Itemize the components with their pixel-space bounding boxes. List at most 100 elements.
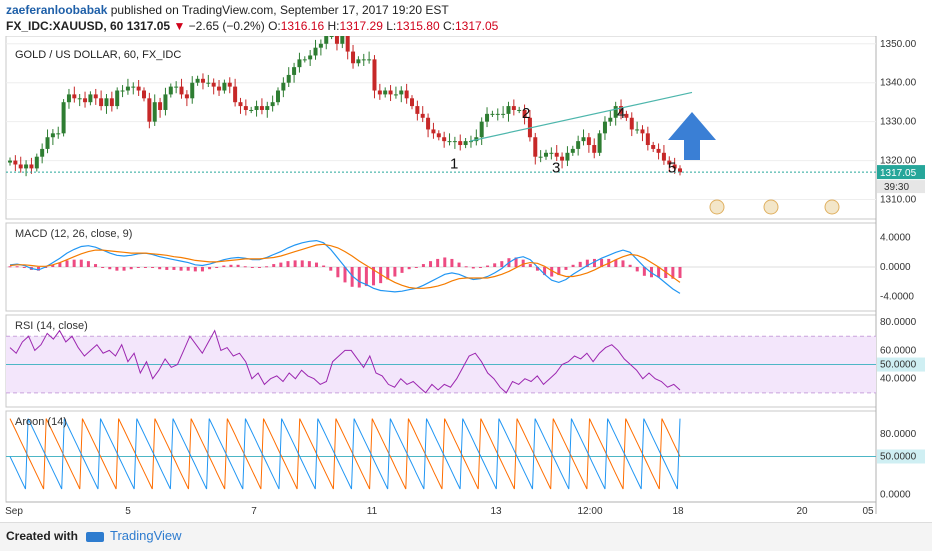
macd-hist-bar xyxy=(357,267,361,288)
rsi-tick-label: 50.0000 xyxy=(880,360,917,371)
macd-hist-bar xyxy=(108,267,112,270)
macd-hist-bar xyxy=(486,265,490,267)
candle-body xyxy=(243,106,248,110)
candle-body xyxy=(104,98,109,107)
macd-hist-bar xyxy=(314,262,318,267)
rsi-tick-label: 40.0000 xyxy=(880,374,917,385)
macd-hist-bar xyxy=(550,267,554,277)
macd-hist-bar xyxy=(585,259,589,267)
macd-hist-bar xyxy=(193,267,197,272)
macd-hist-bar xyxy=(122,267,126,271)
candle-body xyxy=(495,113,500,115)
chart-area[interactable]: Sep 5 7 11 13 12:00 18 20 051350.001340.001330.0… xyxy=(0,36,932,522)
aroon-down-line xyxy=(9,418,681,490)
candle-body xyxy=(619,106,624,114)
candle-body xyxy=(206,82,211,84)
rsi-line xyxy=(9,329,681,394)
candle-body xyxy=(592,145,597,153)
candle-body xyxy=(613,106,618,118)
candle-body xyxy=(452,141,457,143)
macd-hist-bar xyxy=(407,267,411,270)
close-label: C: xyxy=(442,19,455,33)
wave-label: 3 xyxy=(552,159,560,176)
macd-hist-bar xyxy=(635,267,639,272)
candle-body xyxy=(45,137,50,149)
macd-hist-bar xyxy=(350,267,354,287)
macd-hist-bar xyxy=(257,267,261,268)
macd-hist-bar xyxy=(514,257,518,267)
candle-body xyxy=(517,109,522,111)
macd-hist-bar xyxy=(571,264,575,267)
ohlc-line: FX_IDC:XAUUSD, 60 1317.05 ▼ −2.65 (−0.2%… xyxy=(6,18,866,34)
candle-body xyxy=(667,160,672,165)
candle-body xyxy=(661,152,666,161)
signal-line xyxy=(9,243,681,289)
candle-body xyxy=(286,74,291,83)
macd-hist-bar xyxy=(528,264,532,267)
candle-body xyxy=(308,55,313,60)
wave-label: 2 xyxy=(522,105,530,122)
candle-body xyxy=(318,43,323,48)
candle-body xyxy=(29,164,34,169)
candle-body xyxy=(340,36,345,44)
candle-body xyxy=(227,82,232,87)
macd-hist-bar xyxy=(208,267,212,270)
macd-hist-bar xyxy=(51,264,55,267)
candle-body xyxy=(200,78,205,83)
macd-hist-bar xyxy=(8,266,12,268)
macd-hist-bar xyxy=(436,258,440,267)
chart-header: zaeferanloobabak published on TradingVie… xyxy=(6,2,866,34)
candle-body xyxy=(570,148,575,153)
candle-body xyxy=(511,106,516,110)
rsi-tick-label: 60.0000 xyxy=(880,345,917,356)
macd-hist-bar xyxy=(443,257,447,267)
macd-hist-bar xyxy=(65,260,69,267)
candle-body xyxy=(163,94,168,110)
candle-body xyxy=(66,94,71,103)
macd-hist-bar xyxy=(386,267,390,280)
countdown-tag xyxy=(877,180,925,194)
publish-line: zaeferanloobabak published on TradingVie… xyxy=(6,2,866,18)
candle-body xyxy=(292,67,297,75)
candle-body xyxy=(125,86,130,91)
tradingview-logo[interactable]: TradingView xyxy=(86,528,182,543)
y-tick-label: 1330.00 xyxy=(880,117,917,128)
candle-body xyxy=(13,160,18,165)
candle-body xyxy=(388,90,393,95)
macd-hist-bar xyxy=(179,267,183,271)
candle-body xyxy=(179,86,184,95)
created-with-text: Created with xyxy=(6,529,79,543)
aroon-up-line xyxy=(9,418,681,490)
open-label: O: xyxy=(268,19,281,33)
candle-body xyxy=(442,137,447,142)
candle-body xyxy=(72,94,77,99)
candle-body xyxy=(136,86,141,91)
price-change: −2.65 (−0.2%) xyxy=(188,19,265,33)
author-link[interactable]: zaeferanloobabak xyxy=(6,3,108,17)
candle-body xyxy=(399,90,404,95)
macd-hist-bar xyxy=(600,258,604,267)
candle-body xyxy=(645,133,650,146)
macd-hist-bar xyxy=(322,265,326,267)
event-flag-icon xyxy=(763,199,779,215)
candle-body xyxy=(152,102,157,122)
candle-body xyxy=(120,90,125,92)
candle-body xyxy=(468,141,473,143)
macd-hist-bar xyxy=(364,267,368,287)
macd-tick-label: 0.0000 xyxy=(880,262,911,273)
candle-body xyxy=(24,164,29,169)
rsi-label: RSI (14, close) xyxy=(15,320,88,332)
macd-hist-bar xyxy=(557,267,561,276)
aroon-label: Aroon (14) xyxy=(15,416,67,428)
aroon-tick-label: 80.0000 xyxy=(880,429,917,440)
macd-hist-bar xyxy=(115,267,119,271)
macd-hist-bar xyxy=(336,267,340,278)
candle-body xyxy=(420,113,425,118)
event-flag-icon xyxy=(709,199,725,215)
macd-tick-label: -4.0000 xyxy=(880,291,914,302)
macd-tick-label: 4.0000 xyxy=(880,233,911,244)
candle-body xyxy=(490,113,495,115)
candle-body xyxy=(479,121,484,138)
candle-body xyxy=(404,90,409,99)
macd-hist-bar xyxy=(493,263,497,267)
